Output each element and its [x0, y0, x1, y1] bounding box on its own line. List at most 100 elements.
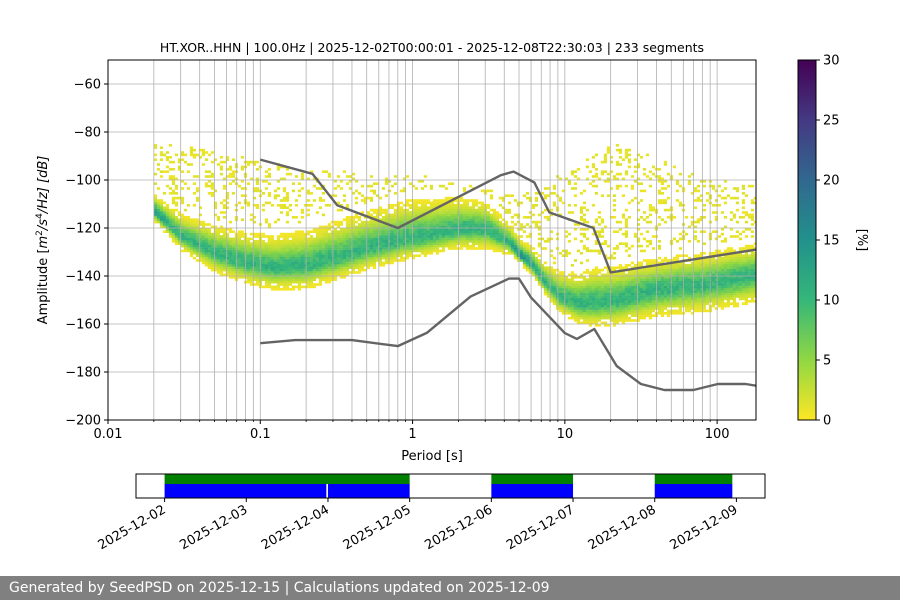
heatmap-cell [162, 208, 167, 212]
heatmap-cell [309, 273, 314, 277]
heatmap-cell [288, 280, 293, 284]
heatmap-cell [567, 302, 572, 305]
heatmap-cell [225, 240, 230, 243]
heatmap-cell [675, 199, 680, 202]
heatmap-cell [633, 196, 638, 200]
heatmap-cell [558, 283, 563, 286]
heatmap-cell [228, 228, 233, 231]
heatmap-cell [702, 278, 707, 281]
heatmap-cell [324, 204, 329, 207]
heatmap-cell [336, 249, 341, 253]
heatmap-cell [717, 271, 722, 274]
heatmap-cell [264, 242, 269, 245]
heatmap-cell [687, 280, 692, 284]
heatmap-cell [252, 266, 257, 269]
heatmap-cell [606, 268, 611, 272]
heatmap-cell [405, 237, 410, 241]
heatmap-cell [474, 247, 479, 250]
heatmap-cell [738, 268, 743, 272]
heatmap-cell [384, 261, 389, 265]
heatmap-cell [336, 223, 341, 226]
heatmap-cell [264, 218, 269, 221]
heatmap-cell [597, 312, 602, 315]
heatmap-cell [546, 278, 551, 281]
heatmap-cell [399, 259, 404, 262]
heatmap-cell [378, 208, 383, 212]
heatmap-cell [699, 280, 704, 284]
heatmap-cell [624, 314, 629, 317]
heatmap-cell [363, 244, 368, 248]
heatmap-cell [333, 276, 338, 279]
heatmap-cell [186, 216, 191, 219]
heatmap-cell [651, 302, 656, 305]
heatmap-cell [273, 252, 278, 255]
heatmap-cell [279, 249, 284, 253]
heatmap-cell [339, 264, 344, 267]
heatmap-cell [738, 254, 743, 257]
heatmap-cell [720, 266, 725, 269]
heatmap-cell [507, 240, 512, 243]
heatmap-cell [648, 297, 653, 301]
heatmap-cell [495, 235, 500, 238]
heatmap-cell [204, 252, 209, 255]
heatmap-cell [426, 232, 431, 236]
heatmap-cell [558, 300, 563, 303]
heatmap-cell [438, 237, 443, 241]
heatmap-cell [699, 285, 704, 289]
heatmap-cell [345, 249, 350, 253]
heatmap-cell [639, 302, 644, 305]
heatmap-cell [693, 237, 698, 241]
heatmap-cell [693, 280, 698, 284]
heatmap-cell [609, 304, 614, 308]
heatmap-cell [564, 285, 569, 289]
heatmap-cell [249, 160, 254, 164]
heatmap-cell [693, 187, 698, 190]
heatmap-cell [579, 321, 584, 325]
heatmap-cell [561, 273, 566, 277]
heatmap-cell [735, 280, 740, 284]
heatmap-cell [237, 242, 242, 245]
heatmap-cell [573, 307, 578, 310]
heatmap-cell [300, 175, 305, 178]
heatmap-cell [585, 228, 590, 231]
heatmap-cell [207, 264, 212, 267]
heatmap-cell [306, 266, 311, 269]
heatmap-cell [723, 187, 728, 190]
heatmap-cell [687, 264, 692, 267]
heatmap-cell [660, 271, 665, 274]
heatmap-cell [729, 249, 734, 253]
heatmap-cell [159, 170, 164, 173]
heatmap-cell [633, 170, 638, 173]
heatmap-cell [555, 280, 560, 284]
heatmap-cell [417, 220, 422, 224]
heatmap-cell [477, 247, 482, 250]
heatmap-cell [210, 237, 215, 241]
heatmap-cell [663, 273, 668, 277]
heatmap-cell [204, 182, 209, 185]
heatmap-cell [387, 242, 392, 245]
heatmap-cell [621, 216, 626, 219]
heatmap-cell [717, 292, 722, 296]
heatmap-cell [372, 216, 377, 219]
heatmap-cell [495, 249, 500, 253]
heatmap-cell [690, 292, 695, 296]
heatmap-cell [639, 182, 644, 185]
heatmap-cell [540, 285, 545, 289]
heatmap-cell [447, 196, 452, 200]
heatmap-cell [741, 187, 746, 190]
heatmap-cell [699, 302, 704, 305]
heatmap-cell [423, 240, 428, 243]
heatmap-cell [306, 208, 311, 212]
heatmap-cell [435, 213, 440, 217]
heatmap-cell [720, 288, 725, 291]
heatmap-cell [165, 225, 170, 229]
heatmap-cell [288, 252, 293, 255]
heatmap-cell [651, 259, 656, 262]
heatmap-cell [501, 237, 506, 241]
heatmap-cell [639, 156, 644, 159]
heatmap-cell [402, 249, 407, 253]
heatmap-cell [378, 211, 383, 214]
heatmap-cell [567, 285, 572, 289]
heatmap-cell [387, 237, 392, 241]
heatmap-cell [606, 244, 611, 248]
